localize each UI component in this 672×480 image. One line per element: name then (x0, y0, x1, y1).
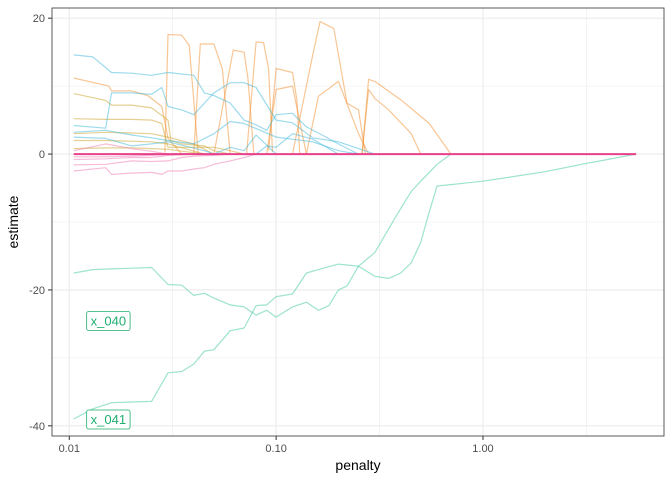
x-axis-title: penalty (335, 457, 380, 473)
axis-layer: 0.01 0.10 1.00 20 0 -20 -40 (29, 13, 494, 455)
coefficient-path-line (361, 78, 452, 155)
coefficient-path-line (164, 33, 199, 155)
coefficient-path-line (73, 134, 277, 155)
coefficient-path-line (73, 153, 257, 175)
coefficient-path-line (73, 143, 169, 155)
y-tick-label: 20 (33, 13, 45, 25)
annotation-box (86, 311, 131, 331)
coefficient-path-line (291, 21, 366, 155)
coefficient-path-line (73, 139, 205, 155)
series-layer (73, 21, 637, 420)
y-axis-title: estimate (5, 195, 21, 248)
coefficient-path-line (255, 133, 339, 155)
x-tick-label: 0.10 (265, 443, 286, 455)
annotation-label: x_041 (86, 409, 131, 430)
y-tick-label: -40 (29, 421, 45, 433)
y-tick-label: 0 (39, 149, 45, 161)
annotation-layer: x_040 x_041 (86, 311, 131, 430)
x-tick-label: 1.00 (472, 443, 493, 455)
y-tick-label: -20 (29, 285, 45, 297)
coefficient-path-line (73, 153, 231, 166)
annotation-text: x_040 (91, 314, 126, 329)
coefficient-path-line (73, 147, 205, 155)
coefficient-path-line (73, 82, 375, 155)
annotation-label: x_040 (86, 311, 131, 331)
coefficient-path-line (246, 41, 274, 155)
annotation-text: x_041 (91, 412, 126, 427)
coefficient-path-line (73, 153, 194, 161)
coefficient-path-line (361, 88, 422, 155)
coefficient-path-line (73, 153, 637, 420)
coefficient-path-line (73, 120, 359, 155)
coefficient-path-line (305, 80, 370, 155)
annotation-box (86, 409, 131, 430)
coefficient-path-line (73, 54, 359, 155)
x-tick-label: 0.01 (59, 443, 80, 455)
panel-border (51, 7, 665, 437)
